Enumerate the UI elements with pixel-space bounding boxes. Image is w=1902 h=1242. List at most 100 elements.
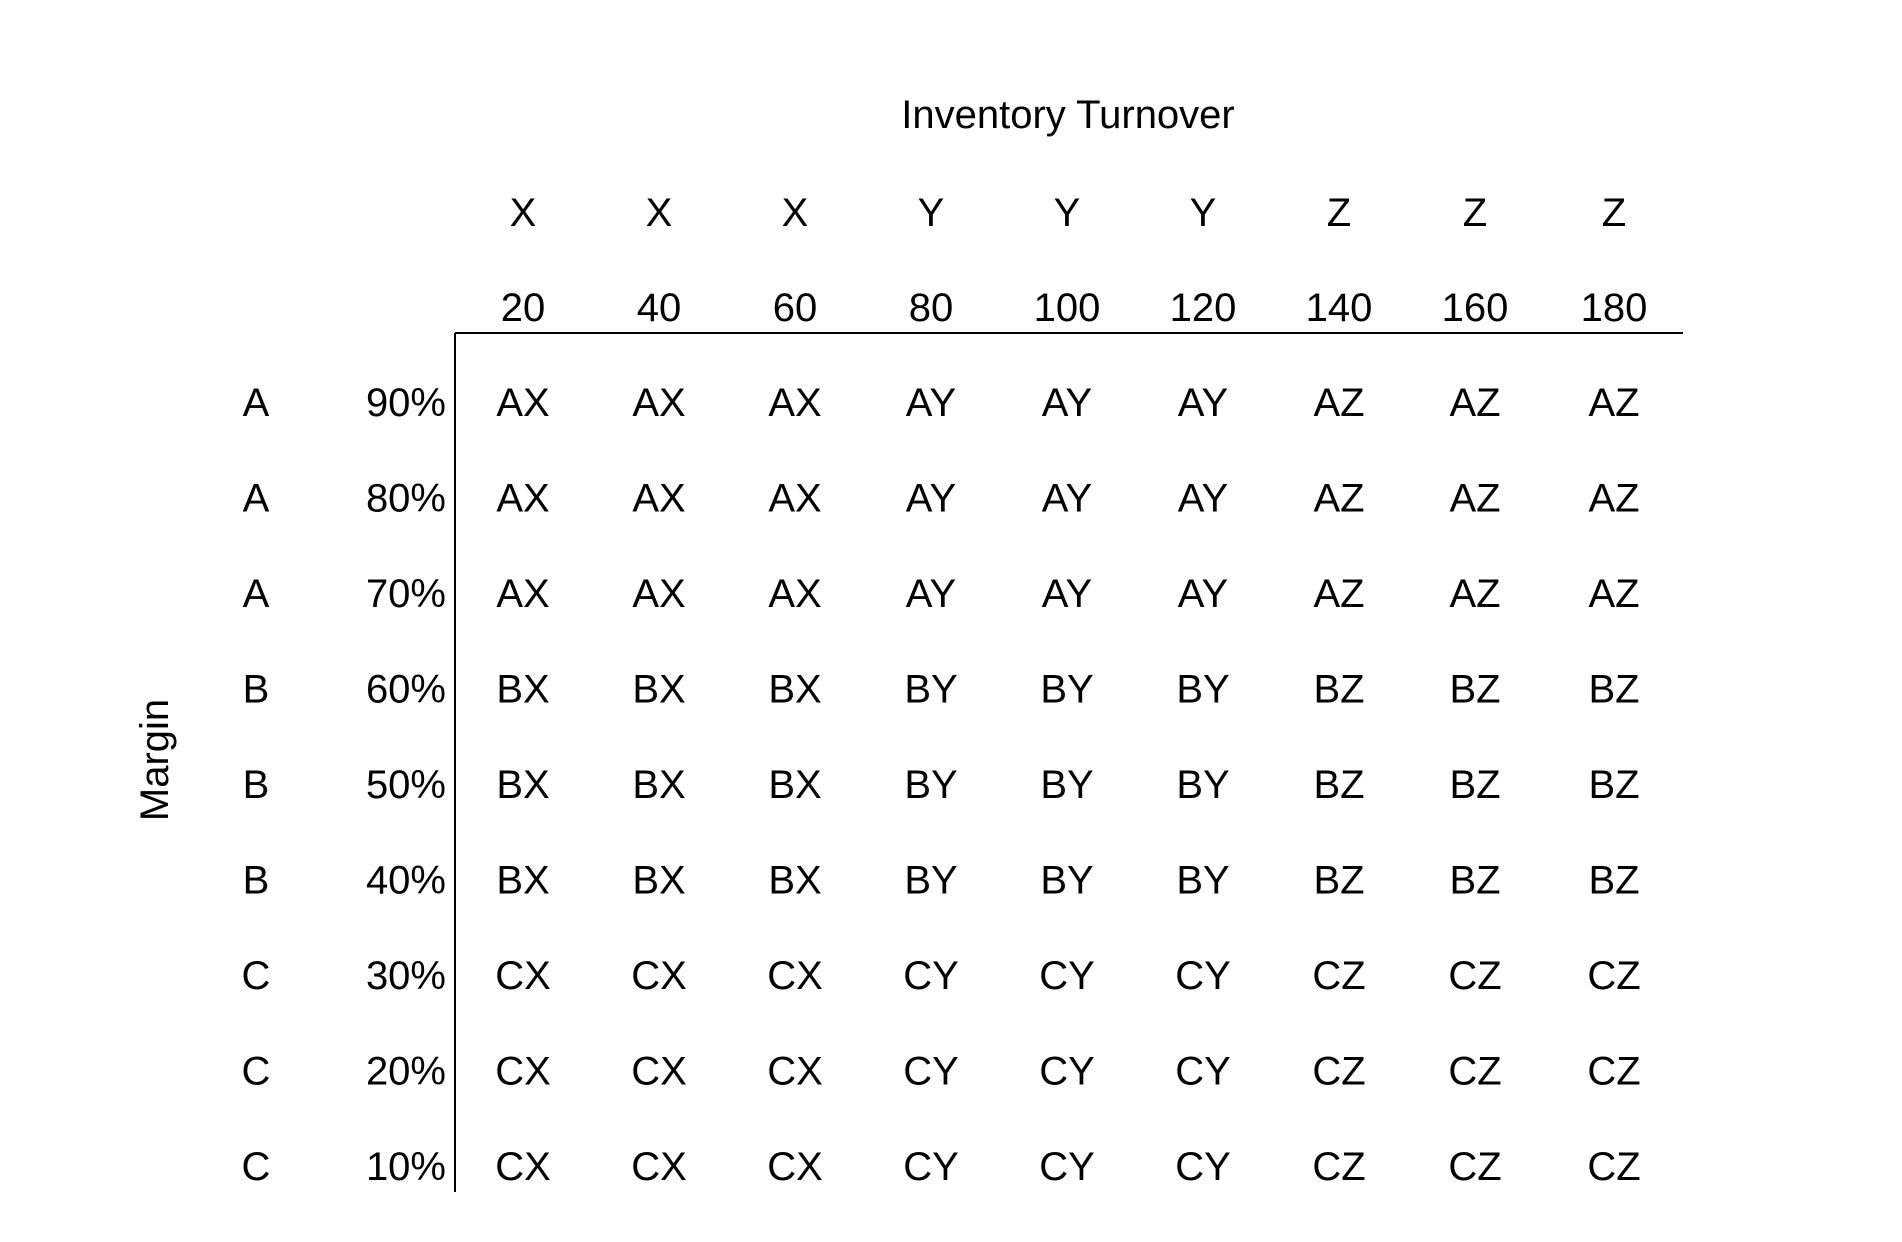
row-group-label: C [242,954,271,998]
matrix-cell: CX [495,954,551,998]
row-group-label: B [243,668,270,712]
matrix-cell: AZ [1588,572,1639,616]
column-group-label: Y [918,191,945,235]
matrix-cell: AX [496,477,549,521]
column-group-label: X [510,191,537,235]
matrix-cell: AZ [1449,477,1500,521]
matrix-cell: BZ [1449,668,1500,712]
matrix-cell: CZ [1312,1050,1365,1094]
row-value-labels: 90% 80% 70% 60% 50% 40% 30% 20% 10% [366,381,446,1189]
matrix-cell: BZ [1588,763,1639,807]
matrix-cell: BX [496,668,549,712]
matrix-cell: CY [903,1145,959,1189]
matrix-cell: BZ [1313,668,1364,712]
matrix-cell: CZ [1587,1145,1640,1189]
matrix-cell: BY [1040,763,1093,807]
row-group-label: A [243,381,270,425]
matrix-cell: AY [906,381,956,425]
matrix-cell: AY [1042,477,1092,521]
matrix-cell: CZ [1312,1145,1365,1189]
matrix-cell: BZ [1449,859,1500,903]
matrix-cell: AX [496,381,549,425]
matrix-cell: CX [767,1050,823,1094]
matrix-cell: AZ [1313,477,1364,521]
matrix-cell: AX [496,572,549,616]
column-group-label: Z [1602,191,1626,235]
row-value-label: 70% [366,572,446,616]
column-value-label: 100 [1034,286,1101,330]
matrix-cell: AX [768,381,821,425]
column-value-label: 20 [501,286,546,330]
row-value-label: 80% [366,477,446,521]
matrix-cell: BX [768,668,821,712]
row-axis-label: Margin [133,699,177,821]
matrix-cell: BX [768,763,821,807]
row-group-labels: A A A B B B C C C [242,381,271,1189]
matrix-cell: CZ [1448,1145,1501,1189]
matrix-cell: AX [768,477,821,521]
row-value-label: 50% [366,763,446,807]
matrix-cell: CX [767,954,823,998]
matrix-cell: AY [906,572,956,616]
matrix-cell: AY [1042,572,1092,616]
matrix-cell: CY [1175,1050,1231,1094]
matrix-cell: BZ [1313,763,1364,807]
matrix-cell: BY [1040,668,1093,712]
matrix-cell: AZ [1588,381,1639,425]
column-group-label: Y [1054,191,1081,235]
column-group-label: X [646,191,673,235]
matrix-cell: CX [631,1145,687,1189]
matrix-cell: BX [632,668,685,712]
column-value-label: 60 [773,286,818,330]
matrix-cell: BY [1176,763,1229,807]
matrix-cell: AY [906,477,956,521]
matrix-cell: CY [1039,954,1095,998]
row-group-label: B [243,763,270,807]
matrix-cell: AY [1178,381,1228,425]
matrix-cells: AX AX AX AY AY AY AZ AZ AZ AX AX AX AY AY AY AZ AZ AZ AX AX… [495,381,1640,1189]
row-value-label: 60% [366,668,446,712]
matrix-cell: BX [632,859,685,903]
matrix-cell: CX [495,1050,551,1094]
matrix-cell: CZ [1587,1050,1640,1094]
column-value-label: 80 [909,286,954,330]
matrix-cell: CZ [1312,954,1365,998]
matrix-cell: AX [768,572,821,616]
matrix-cell: BY [904,859,957,903]
matrix-cell: BY [1040,859,1093,903]
row-value-label: 20% [366,1050,446,1094]
matrix-cell: AZ [1588,477,1639,521]
matrix-cell: BZ [1449,763,1500,807]
column-group-label: Z [1327,191,1351,235]
matrix-cell: BY [904,763,957,807]
matrix-cell: CY [1175,1145,1231,1189]
matrix-cell: CX [495,1145,551,1189]
matrix-cell: BY [1176,668,1229,712]
matrix-cell: AX [632,572,685,616]
matrix-cell: CZ [1587,954,1640,998]
column-value-label: 180 [1581,286,1648,330]
column-value-label: 160 [1442,286,1509,330]
matrix-cell: BZ [1588,859,1639,903]
row-group-label: C [242,1050,271,1094]
row-value-label: 40% [366,859,446,903]
matrix-cell: BY [904,668,957,712]
matrix-cell: CZ [1448,1050,1501,1094]
row-group-label: A [243,477,270,521]
matrix-cell: CY [1175,954,1231,998]
matrix-cell: AZ [1313,572,1364,616]
matrix-cell: AZ [1449,381,1500,425]
column-group-label: Y [1190,191,1217,235]
matrix-cell: AZ [1313,381,1364,425]
row-group-label: A [243,572,270,616]
matrix-cell: CX [631,954,687,998]
matrix-cell: CX [631,1050,687,1094]
matrix-cell: BX [768,859,821,903]
matrix-cell: CY [903,954,959,998]
matrix-cell: AX [632,477,685,521]
matrix-cell: CY [1039,1050,1095,1094]
matrix-cell: AX [632,381,685,425]
column-value-label: 140 [1306,286,1373,330]
